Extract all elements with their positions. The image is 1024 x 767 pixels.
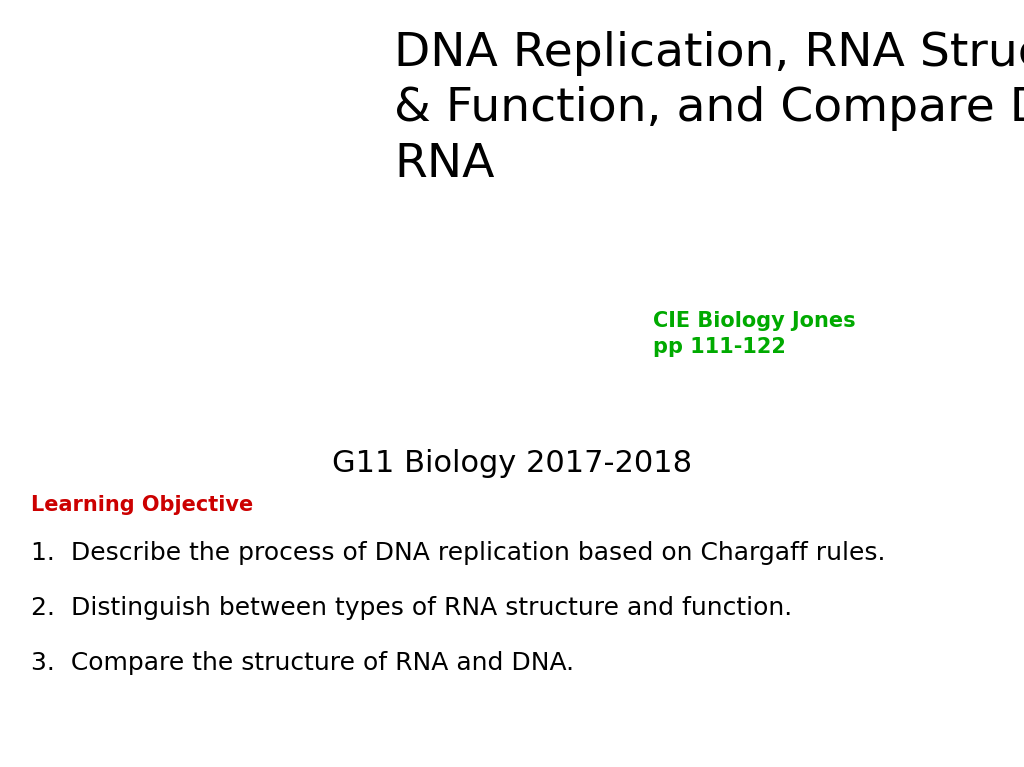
Text: 1.  Describe the process of DNA replication based on Chargaff rules.: 1. Describe the process of DNA replicati… [31,541,885,565]
Text: G11 Biology 2017-2018: G11 Biology 2017-2018 [332,449,692,478]
Text: CIE Biology Jones
pp 111-122: CIE Biology Jones pp 111-122 [653,311,856,357]
Text: DNA Replication, RNA Structure
& Function, and Compare DNA &
RNA: DNA Replication, RNA Structure & Functio… [394,31,1024,186]
Text: Learning Objective: Learning Objective [31,495,253,515]
Text: 2.  Distinguish between types of RNA structure and function.: 2. Distinguish between types of RNA stru… [31,596,792,620]
Text: 3.  Compare the structure of RNA and DNA.: 3. Compare the structure of RNA and DNA. [31,651,573,675]
